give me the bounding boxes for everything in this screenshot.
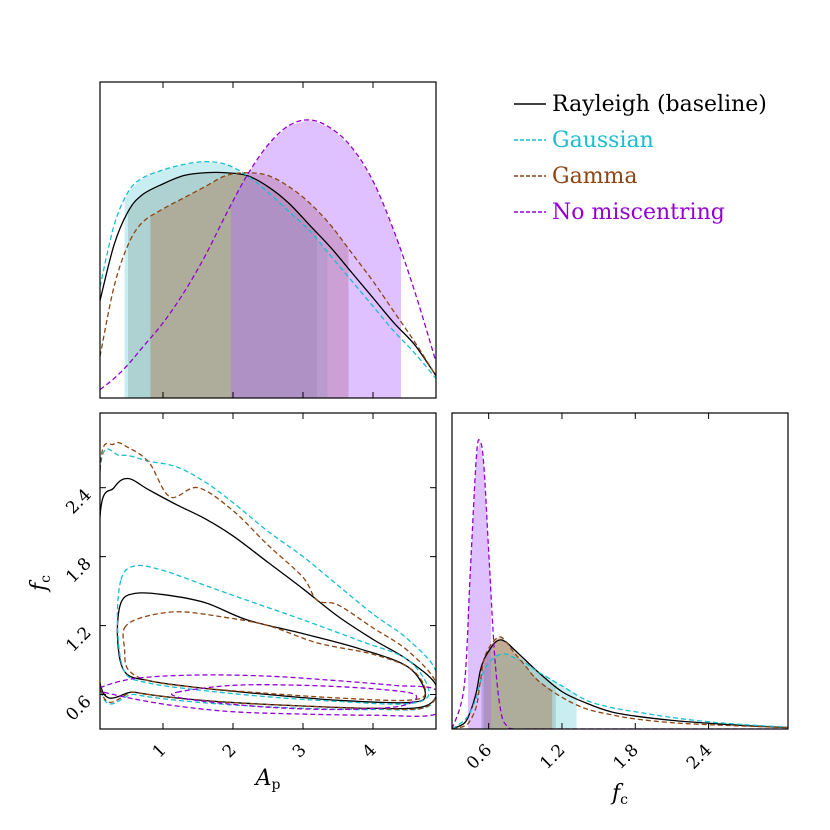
marginal-fc-panel: 0.6 1.2 1.8 2.4 fc xyxy=(451,412,789,808)
fc-density-curve-gamma xyxy=(452,636,788,729)
fc-density-curve-rayleigh-baseline xyxy=(452,639,788,729)
marginal-ap-panel xyxy=(99,81,437,399)
contour-rayleigh-baseline-level-1 xyxy=(100,477,436,710)
legend-entry-rayleigh-baseline: Rayleigh (baseline) xyxy=(514,92,767,117)
legend-entry-gaussian: Gaussian xyxy=(514,128,654,153)
fc-x-axis-label: fc xyxy=(610,781,628,808)
joint-y-tick-label: 0.6 xyxy=(62,692,95,725)
joint-x-tick-label: 3 xyxy=(289,740,311,762)
marginal-fc-x-tick-label: 0.6 xyxy=(463,740,496,773)
legend: Rayleigh (baseline) Gaussian Gamma No misce… xyxy=(514,92,767,225)
joint-ap-fc-panel: 1 2 3 4 0.6 1.2 1.8 2.4 Ap fc xyxy=(27,412,437,793)
ap-hpd-region-no-miscentring xyxy=(230,120,401,398)
fc-hpd-region-gaussian xyxy=(482,654,577,729)
contour-no-miscentring-level-1 xyxy=(100,674,436,717)
ap-density-curve-gamma xyxy=(100,172,436,377)
legend-label: Gamma xyxy=(552,164,638,189)
joint-frame xyxy=(99,412,437,730)
legend-label: Gaussian xyxy=(552,128,654,153)
contour-no-miscentring-level-2 xyxy=(171,684,418,711)
contour-gaussian-level-1 xyxy=(100,448,436,711)
legend-entry-gamma: Gamma xyxy=(514,164,638,189)
marginal-fc-x-tick-label: 1.8 xyxy=(610,740,643,773)
ap-density-curve-gaussian xyxy=(100,160,436,379)
legend-label: No miscentring xyxy=(552,200,725,225)
ap-hpd-region-gamma xyxy=(150,173,349,398)
legend-label: Rayleigh (baseline) xyxy=(552,92,767,117)
joint-y-tick-label: 1.2 xyxy=(62,623,95,656)
marginal-fc-frame xyxy=(451,412,789,730)
fc-density-curve-no-miscentring xyxy=(452,439,788,729)
ap-density-curve-rayleigh-baseline xyxy=(100,171,436,377)
ap-hpd-region-gaussian xyxy=(124,161,328,398)
contour-gamma-level-1 xyxy=(100,441,436,711)
joint-y-tick-label: 2.4 xyxy=(62,485,95,518)
contour-gamma-level-2 xyxy=(122,611,427,702)
fc-y-axis-label: fc xyxy=(27,575,54,593)
fc-hpd-region-gamma xyxy=(483,636,553,729)
ap-x-axis-label: Ap xyxy=(254,766,281,793)
marginal-ap-frame xyxy=(99,81,437,399)
joint-x-tick-label: 2 xyxy=(219,740,241,762)
marginal-fc-x-tick-label: 1.2 xyxy=(536,740,569,773)
joint-y-tick-label: 1.8 xyxy=(62,554,95,587)
marginal-fc-x-tick-label: 2.4 xyxy=(683,740,716,773)
fc-density-curve-gaussian xyxy=(452,653,788,729)
legend-entry-no-miscentring: No miscentring xyxy=(514,200,725,225)
contour-rayleigh-baseline-level-2 xyxy=(116,592,427,704)
ap-density-curve-no-miscentring xyxy=(100,119,436,391)
ap-hpd-region-rayleigh-baseline xyxy=(128,172,317,398)
joint-x-tick-label: 4 xyxy=(359,740,381,762)
contour-gaussian-level-2 xyxy=(116,564,430,705)
joint-x-tick-label: 1 xyxy=(149,740,171,762)
